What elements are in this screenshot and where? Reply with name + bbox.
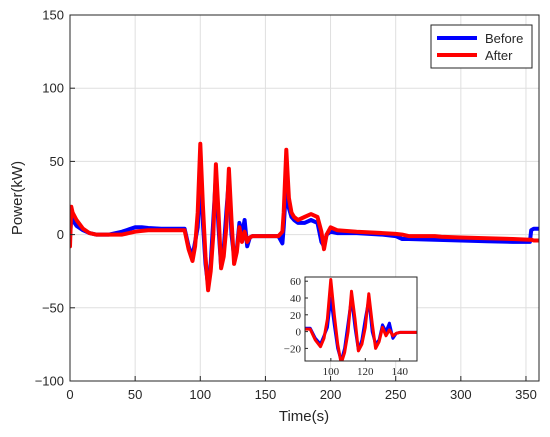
series-line-after — [70, 141, 539, 293]
legend-label-before: Before — [485, 31, 523, 46]
y-tick-label: 60 — [290, 276, 302, 288]
inset-chart: 100 120 140 −20 0 20 40 60 — [284, 276, 418, 378]
y-tick-label: 20 — [290, 310, 302, 322]
y-tick-label: 150 — [42, 8, 64, 23]
x-tick-label: 150 — [255, 387, 277, 402]
y-tick-label: −50 — [42, 300, 64, 315]
y-tick-label: −20 — [284, 343, 302, 355]
inset-plot-frame — [304, 276, 418, 362]
legend-box — [430, 24, 533, 69]
x-tick-label: 50 — [128, 387, 142, 402]
x-tick-label: 250 — [385, 387, 407, 402]
y-tick-label: 40 — [290, 293, 302, 305]
x-tick-label: 100 — [189, 387, 211, 402]
main-data-lines — [70, 141, 539, 293]
x-tick-label: 100 — [323, 366, 340, 378]
inset-axis-ticks: 100 120 140 −20 0 20 40 60 — [284, 276, 409, 378]
x-tick-label: 0 — [66, 387, 73, 402]
y-tick-label: 0 — [296, 327, 302, 339]
legend: Before After — [430, 24, 533, 69]
inset-data-lines — [305, 278, 417, 361]
x-tick-label: 140 — [392, 366, 409, 378]
y-tick-label: −100 — [35, 374, 64, 389]
y-tick-label: 100 — [42, 81, 64, 96]
x-axis-label: Time(s) — [279, 408, 329, 425]
legend-label-after: After — [485, 48, 513, 63]
inset-series-line-1 — [305, 278, 417, 361]
x-tick-label: 120 — [357, 366, 374, 378]
y-tick-label: 0 — [57, 227, 64, 242]
main-plot-frame — [69, 14, 540, 382]
x-tick-label: 350 — [515, 387, 537, 402]
y-tick-label: 50 — [50, 154, 64, 169]
x-tick-label: 300 — [450, 387, 472, 402]
y-axis-label: Power(kW) — [9, 161, 26, 235]
x-tick-label: 200 — [320, 387, 342, 402]
